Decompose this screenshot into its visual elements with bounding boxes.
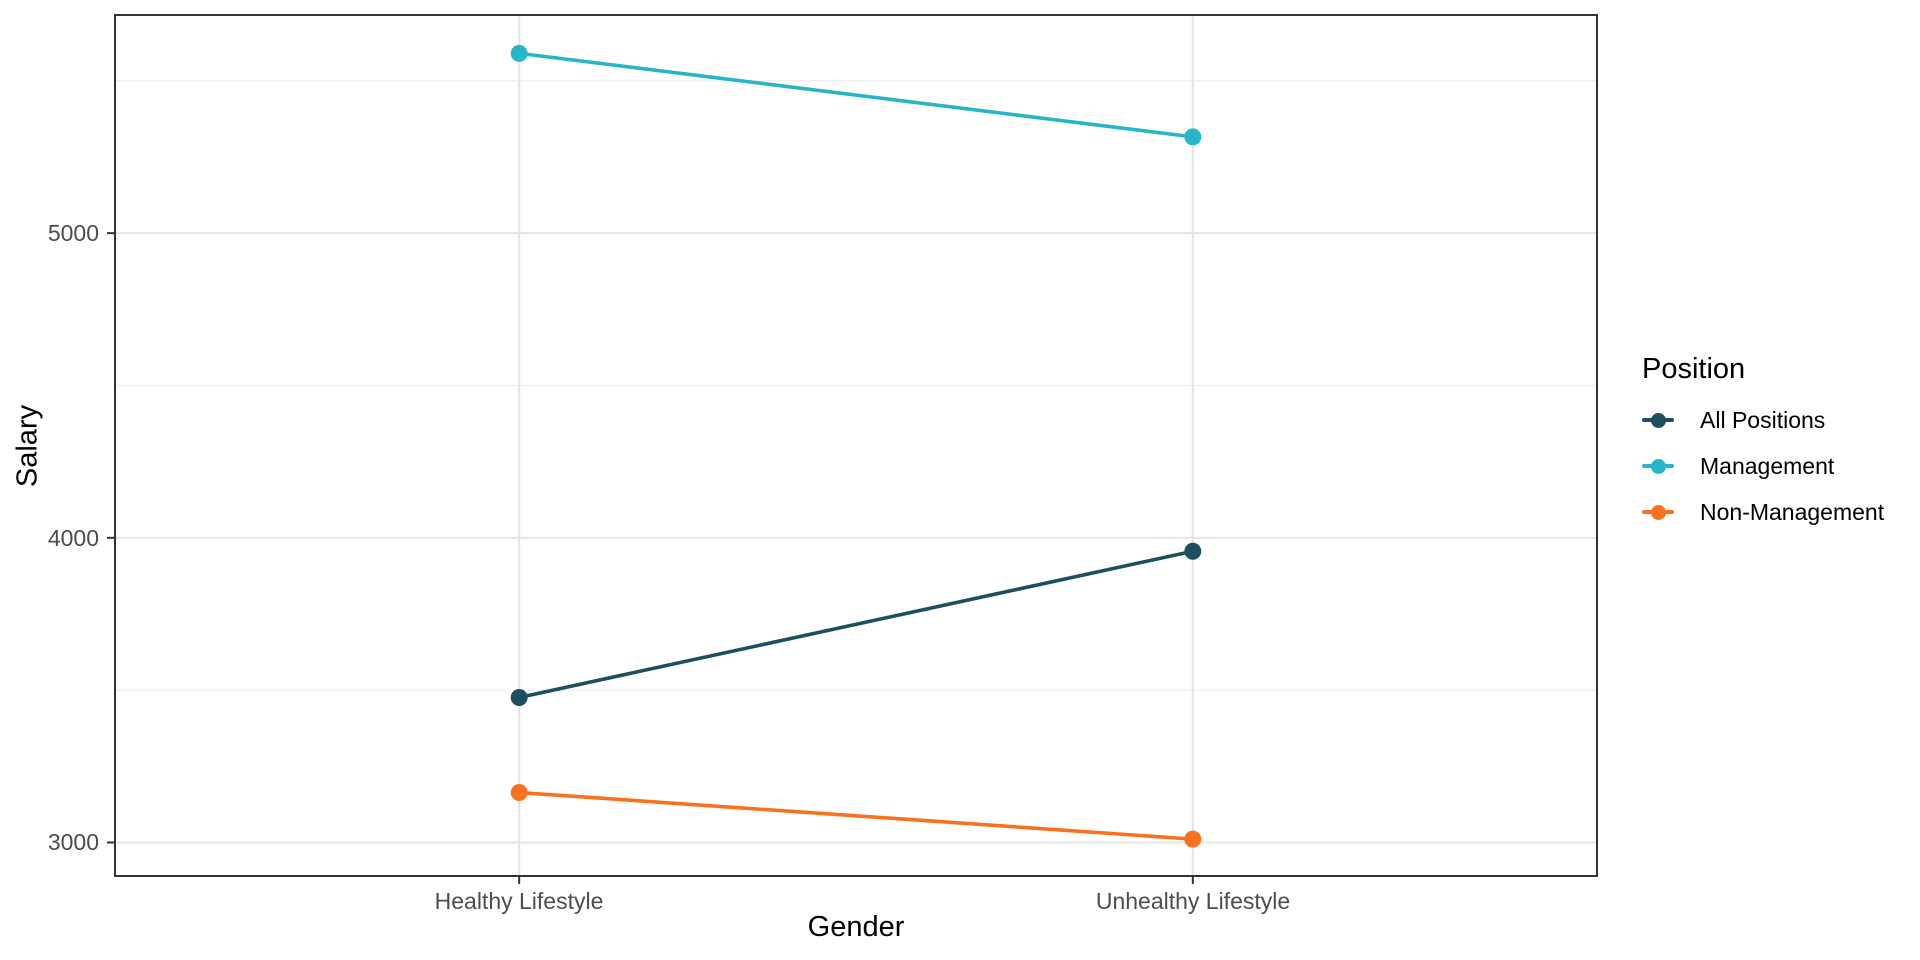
legend-key-icon <box>1642 502 1674 522</box>
y-tick-label: 3000 <box>47 829 99 855</box>
x-tick-label: Unhealthy Lifestyle <box>1095 888 1291 914</box>
data-point <box>1184 830 1202 848</box>
legend-key-icon <box>1642 410 1674 430</box>
legend-key-icon <box>1642 456 1674 476</box>
y-tick-label: 5000 <box>47 220 99 246</box>
data-point <box>510 44 528 62</box>
data-point <box>1184 542 1202 560</box>
legend-item: Non-Management <box>1642 489 1884 535</box>
series-line <box>518 549 1194 700</box>
legend-item-label: Management <box>1700 452 1835 479</box>
x-axis-title: Gender <box>807 911 905 943</box>
panel-border <box>114 14 1598 877</box>
y-axis-title: Salary <box>11 404 44 488</box>
legend-title: Position <box>1642 353 1746 385</box>
data-point <box>510 688 528 706</box>
legend-item: Management <box>1642 443 1884 489</box>
data-point <box>1184 128 1202 146</box>
legend-item-label: Non-Management <box>1700 498 1885 525</box>
series-line <box>519 790 1193 841</box>
data-point <box>510 784 528 802</box>
series-line <box>518 51 1194 139</box>
y-tick-label: 4000 <box>47 525 99 551</box>
legend-item-label: All Positions <box>1700 406 1826 433</box>
legend-item: All Positions <box>1642 397 1884 443</box>
legend-key-dot-icon <box>1650 458 1666 474</box>
legend: Position All Positions Management Non-Ma… <box>1642 351 1884 535</box>
legend-key-dot-icon <box>1650 412 1666 428</box>
x-tick-label: Healthy Lifestyle <box>434 888 604 914</box>
legend-key-dot-icon <box>1650 504 1666 520</box>
